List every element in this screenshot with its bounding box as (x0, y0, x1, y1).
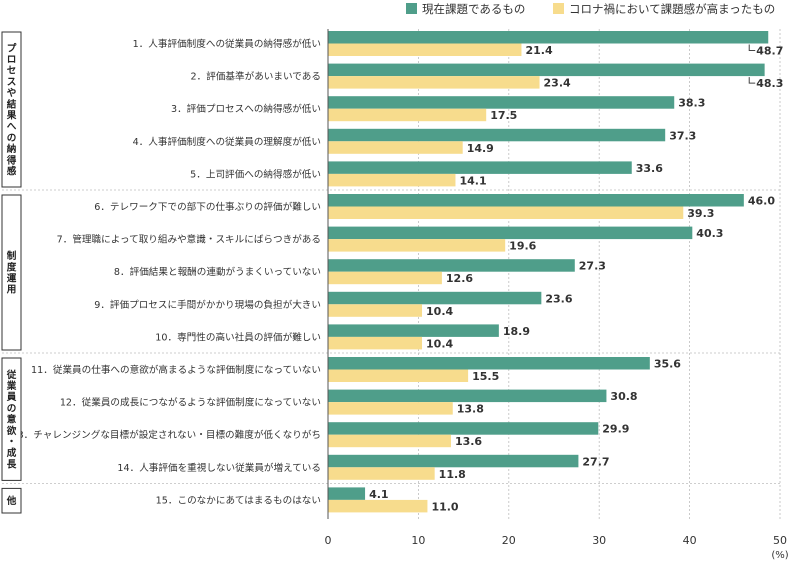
value-label-covid: 12.6 (446, 272, 473, 285)
bar-covid (328, 402, 453, 415)
value-label-covid: 10.4 (426, 305, 453, 318)
x-tick-label: 30 (592, 534, 606, 547)
bar-covid (328, 499, 428, 513)
group-box (1, 357, 22, 481)
category-label: 5．上司評価への納得感が低い (190, 168, 321, 180)
x-tick-label: 0 (325, 534, 332, 547)
category-label: 4．人事評価制度への従業員の理解度が低い (133, 136, 321, 148)
bar-covid (328, 239, 506, 252)
value-label-current: 27.7 (582, 455, 609, 468)
bar-current (328, 357, 650, 370)
category-label: 6．テレワーク下での部下の仕事ぶりの評価が難しい (94, 201, 321, 213)
bar-current (328, 454, 579, 468)
value-label-current: 38.3 (678, 97, 705, 110)
value-label-current: 18.9 (503, 325, 530, 338)
group-label: 他 (6, 495, 17, 507)
bar-current (328, 63, 765, 77)
category-label: 15．このなかにあてはまるものはない (156, 495, 321, 506)
category-label: 10．専門性の高い社員の評価が難しい (155, 331, 321, 343)
category-label: 13．チャレンジングな目標が設定されない・目標の難度が低くなりがち (11, 429, 321, 441)
value-label-current: 23.6 (545, 292, 572, 305)
value-label-covid: 11.0 (431, 500, 458, 513)
x-tick-label: 50 (773, 534, 787, 547)
bar-covid (328, 141, 463, 154)
value-label-current: 46.0 (748, 195, 775, 208)
value-label-current: 37.3 (669, 129, 696, 142)
bar-current (328, 31, 769, 44)
value-label-covid: 14.9 (467, 142, 494, 155)
legend-label-current: 現在課題であるもの (422, 2, 525, 16)
value-label-current: 48.3 (756, 77, 783, 90)
group-label: 制度運用 (6, 250, 17, 296)
group-box (1, 194, 22, 351)
value-label-covid: 19.6 (509, 240, 536, 253)
bar-covid (328, 467, 435, 480)
category-label: 3．評価プロセスへの納得感が低い (171, 103, 321, 115)
value-label-current: 35.6 (654, 358, 681, 371)
category-label: 9．評価プロセスに手間がかかり現場の負担が大きい (94, 299, 321, 311)
value-label-covid: 23.4 (544, 77, 571, 90)
bar-covid (328, 206, 684, 219)
value-label-covid: 10.4 (426, 337, 453, 350)
value-label-covid: 13.8 (457, 403, 484, 416)
category-label: 7．管理職によって取り組みや意識・スキルにばらつきがある (57, 234, 321, 246)
category-label: 14．人事評価を重視しない従業員が増えている (117, 462, 321, 474)
bar-covid (328, 304, 423, 317)
legend-swatch-current (406, 3, 417, 14)
value-label-covid: 13.6 (455, 435, 482, 448)
value-label-covid: 14.1 (459, 174, 486, 187)
value-label-current: 33.6 (636, 162, 663, 175)
bar-current (328, 487, 366, 500)
legend-swatch-covid (553, 3, 564, 14)
bar-current (328, 96, 675, 109)
value-label-covid: 11.8 (439, 468, 466, 481)
group-box (1, 31, 22, 188)
group-label: プロセスや結果への納得感 (6, 42, 17, 177)
category-label: 2．評価基準があいまいである (191, 71, 321, 83)
value-label-current: 48.7 (756, 45, 783, 58)
value-label-covid: 17.5 (490, 109, 517, 122)
x-tick-label: 40 (683, 534, 697, 547)
x-tick-label: 10 (411, 534, 425, 547)
bar-current (328, 291, 542, 305)
value-label-covid: 21.4 (525, 44, 552, 57)
bar-covid (328, 336, 423, 350)
bar-current (328, 259, 575, 272)
category-label: 11．従業員の仕事への意欲が高まるような評価制度になっていない (31, 364, 321, 376)
bar-covid (328, 271, 442, 285)
bar-current (328, 128, 666, 142)
bar-covid (328, 76, 540, 89)
bar-covid (328, 43, 522, 56)
legend-label-covid: コロナ禍において課題感が高まったもの (569, 2, 775, 16)
bar-current (328, 194, 744, 207)
value-label-current: 29.9 (602, 423, 629, 436)
bar-covid (328, 369, 469, 382)
bar-current (328, 226, 693, 240)
group-box (1, 487, 22, 514)
bar-covid (328, 173, 456, 187)
category-label: 1．人事評価制度への従業員の納得感が低い (133, 38, 321, 50)
value-label-current: 4.1 (369, 488, 389, 501)
bar-covid (328, 108, 487, 122)
value-label-current: 27.3 (579, 260, 606, 273)
category-label: 8．評価結果と報酬の連動がうまくいっていない (114, 266, 321, 278)
leader-line (748, 77, 756, 84)
value-label-current: 40.3 (696, 227, 723, 240)
category-label: 12．従業員の成長につながるような評価制度になっていない (60, 397, 321, 409)
x-tick-label: 20 (502, 534, 516, 547)
group-label: 従業員の意欲・成長 (6, 369, 17, 471)
bar-current (328, 389, 607, 403)
leader-line (748, 44, 756, 51)
bar-current (328, 324, 499, 337)
value-label-covid: 15.5 (472, 370, 499, 383)
unit-label: (%) (771, 550, 788, 561)
bar-current (328, 161, 632, 174)
value-label-current: 30.8 (610, 390, 637, 403)
bar-covid (328, 434, 451, 448)
value-label-covid: 39.3 (687, 207, 714, 220)
bar-current (328, 422, 599, 435)
